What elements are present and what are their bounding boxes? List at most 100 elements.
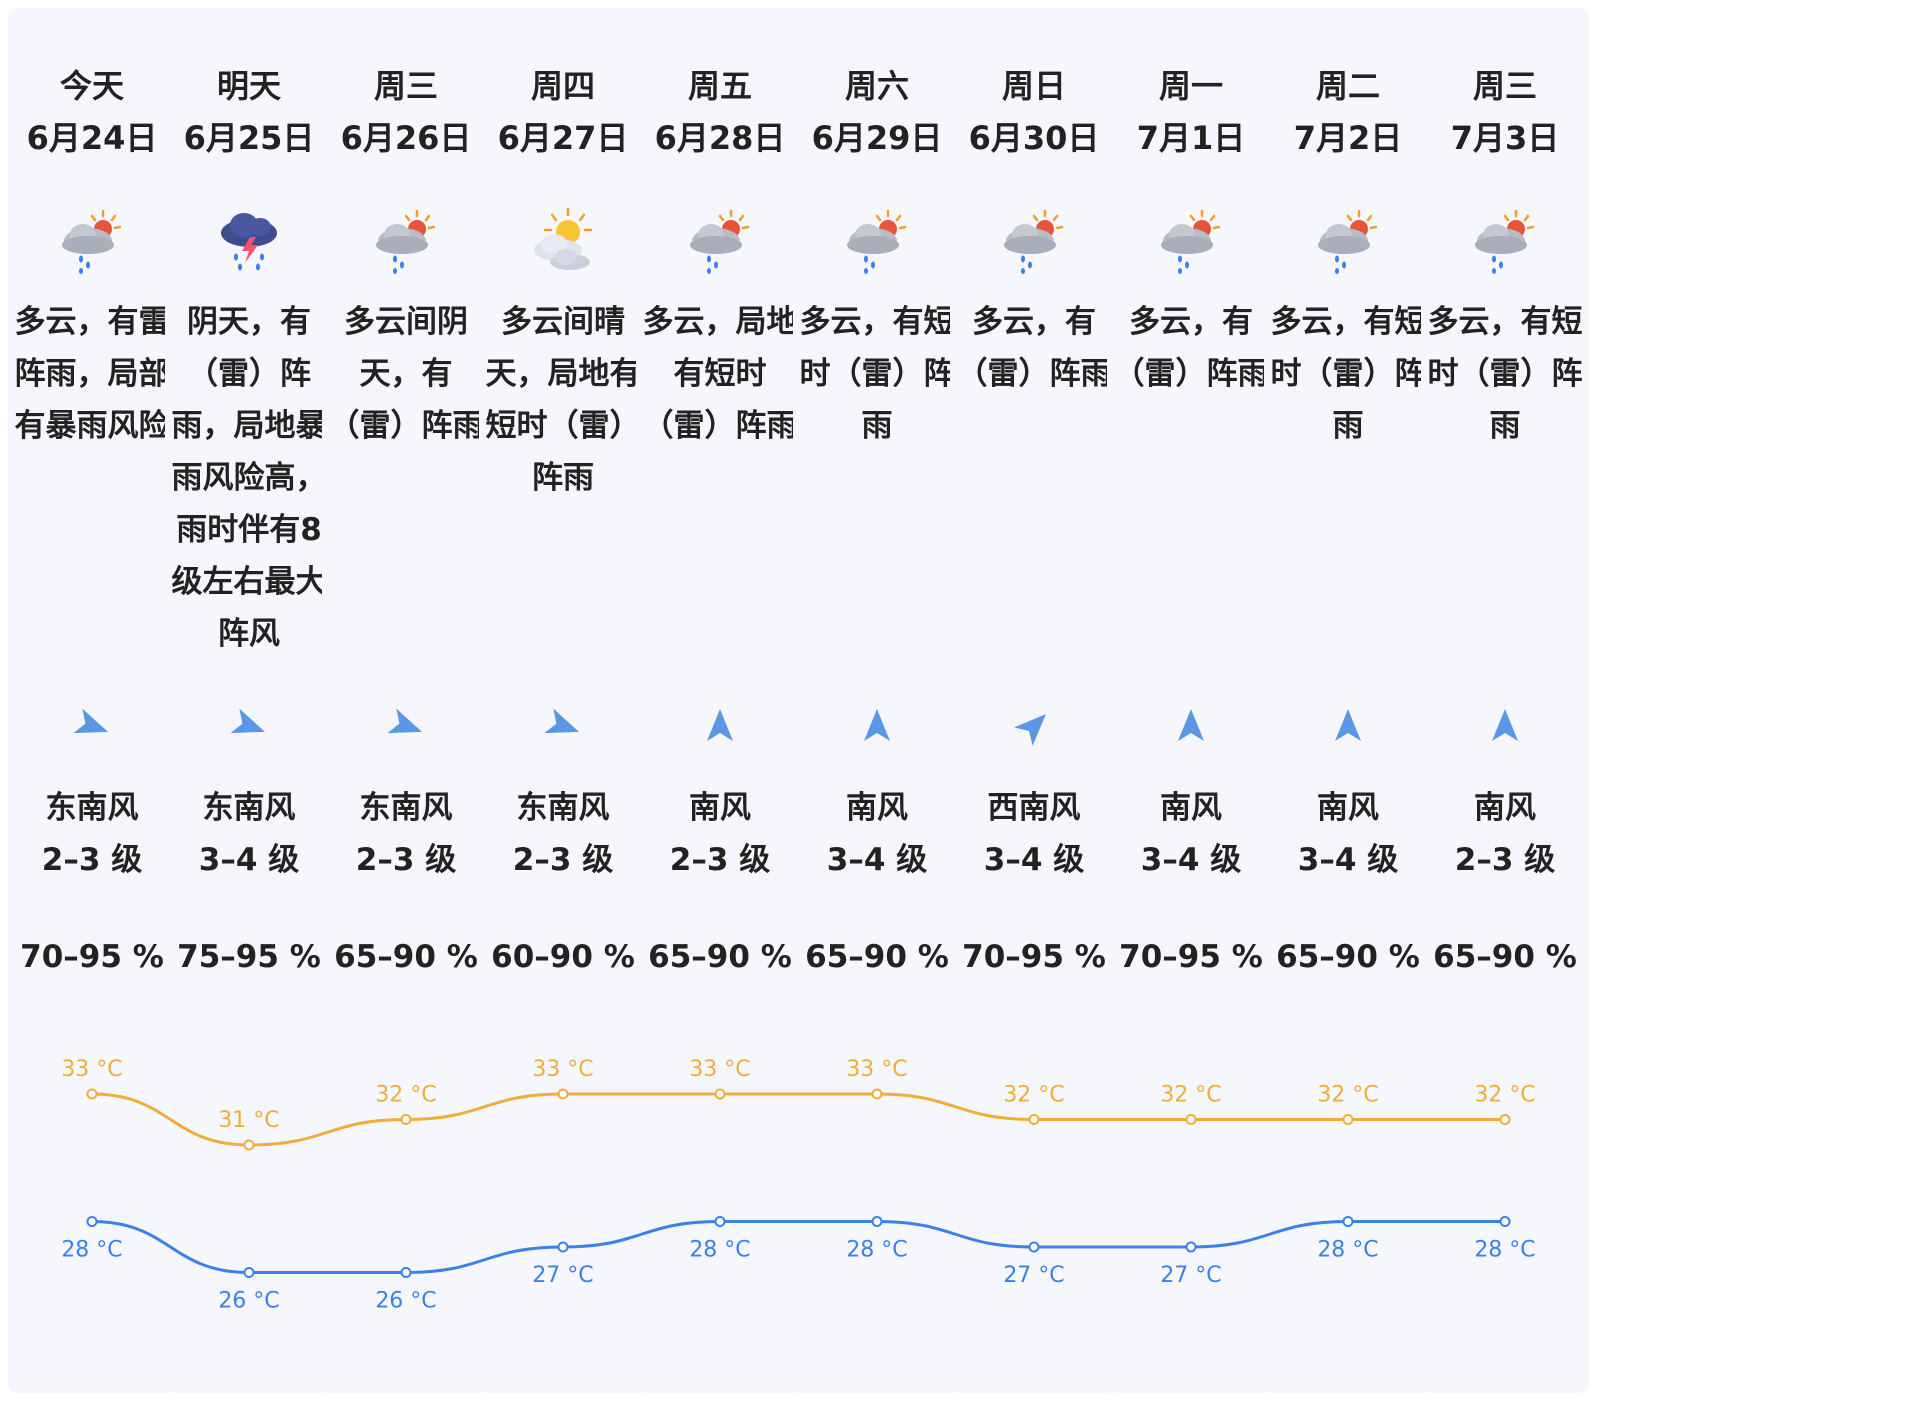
- humidity: 60–90 %: [491, 939, 635, 975]
- wind-level: 3–4 级: [1140, 842, 1242, 878]
- day-name: 周三: [373, 67, 438, 105]
- description-line: 多云，有短: [799, 304, 955, 340]
- description-line: 级左右最大: [171, 564, 327, 600]
- wind-direction-arrow-icon: [1328, 706, 1368, 746]
- weather-description: 多云，有短 时（雷）阵雨: [777, 296, 977, 452]
- description-line: 天，局地有: [485, 356, 641, 392]
- low-temperature-label: 28 °C: [61, 1238, 122, 1263]
- low-temperature-label: 28 °C: [1317, 1238, 1378, 1263]
- wind-direction-arrow-icon: [1485, 706, 1525, 746]
- high-temperature-point: [871, 1088, 883, 1100]
- high-temperature-label: 32 °C: [1003, 1083, 1064, 1108]
- high-temperature-point: [400, 1114, 412, 1125]
- high-temperature-label: 32 °C: [375, 1083, 436, 1108]
- wind-direction: 南风: [689, 790, 751, 826]
- day-date: 6月24日: [26, 119, 158, 157]
- wind-direction: 南风: [1317, 790, 1379, 826]
- low-temperature-label: 27 °C: [1160, 1263, 1221, 1288]
- day-date: 6月30日: [968, 119, 1100, 157]
- high-temperature-point: [714, 1088, 726, 1100]
- cloud-sun-rain-icon: [1470, 205, 1540, 275]
- wind-level: 3–4 级: [983, 842, 1085, 878]
- humidity: 75–95 %: [177, 939, 321, 975]
- day-column: 周三 6月26日 多云间阴 天，有 （雷）阵雨 东南风 2–3 级 65–90 %: [322, 8, 490, 1393]
- humidity: 65–90 %: [334, 939, 478, 975]
- description-line: 多云，局地: [642, 304, 798, 340]
- high-temperature-point: [1342, 1114, 1354, 1125]
- wind-level: 2–3 级: [41, 842, 143, 878]
- description-line: 阴天，有: [187, 304, 311, 340]
- humidity: 70–95 %: [962, 939, 1106, 975]
- sun-cloud-icon: [528, 205, 598, 275]
- description-line: 多云间晴: [501, 304, 625, 340]
- low-temperature-point: [714, 1216, 726, 1227]
- wind-direction-arrow-icon: [1171, 706, 1211, 746]
- wind-direction: 东南风: [359, 790, 453, 826]
- day-date: 7月3日: [1450, 119, 1560, 157]
- day-column: 周五 6月28日 多云，局地 有短时 （雷）阵雨 南风 2–3 级 65–90 %: [636, 8, 804, 1393]
- wind-level: 2–3 级: [355, 842, 457, 878]
- wind-direction: 南风: [1474, 790, 1536, 826]
- high-temperature-label: 31 °C: [218, 1108, 279, 1133]
- cloud-sun-rain-icon: [371, 205, 441, 275]
- day-column: 明天 6月25日 阴天，有 （雷）阵 雨，局地暴 雨风险高， 雨时伴有8 级左右最大 阵风 …: [165, 8, 333, 1393]
- day-column: 周四 6月27日 多云间晴 天，局地有 短时（雷） 阵雨 东南风 2–3 级 60–9…: [479, 8, 647, 1393]
- wind-level: 2–3 级: [1454, 842, 1556, 878]
- day-date: 6月27日: [497, 119, 629, 157]
- description-line: 雨: [1332, 408, 1364, 444]
- description-line: 时（雷）阵: [799, 356, 955, 392]
- day-name: 周一: [1158, 67, 1223, 105]
- high-temperature-point: [86, 1088, 98, 1100]
- high-temperature-label: 32 °C: [1317, 1083, 1378, 1108]
- high-temperature-point: [1185, 1114, 1197, 1125]
- day-column: 周一 7月1日 多云，有 （雷）阵雨 南风 3–4 级 70–95 %: [1107, 8, 1275, 1393]
- description-line: 短时（雷）: [485, 408, 641, 444]
- weather-description: 多云间晴 天，局地有 短时（雷） 阵雨: [463, 296, 663, 504]
- day-name: 周日: [1001, 67, 1066, 105]
- wind-level: 3–4 级: [1297, 842, 1399, 878]
- high-temperature-point: [557, 1088, 569, 1100]
- description-line: 多云，有雷: [14, 304, 170, 340]
- high-temperature-point: [1499, 1114, 1511, 1125]
- day-name: 周二: [1315, 67, 1380, 105]
- low-temperature-point: [1028, 1241, 1040, 1253]
- wind-direction-arrow-icon: [223, 700, 274, 751]
- description-line: 有短时: [673, 356, 767, 392]
- high-temperature-label: 32 °C: [1474, 1083, 1535, 1108]
- day-column: 周三 7月3日 多云，有短 时（雷）阵雨 南风 2–3 级 65–90 %: [1421, 8, 1589, 1393]
- day-column: 周六 6月29日 多云，有短 时（雷）阵雨 南风 3–4 级 65–90 %: [793, 8, 961, 1393]
- description-line: 雨: [1489, 408, 1521, 444]
- wind-direction: 西南风: [987, 790, 1081, 826]
- high-temperature-label: 33 °C: [689, 1057, 750, 1082]
- description-line: （雷）阵雨: [1113, 356, 1269, 392]
- description-line: 有暴雨风险: [14, 408, 170, 444]
- wind-direction: 东南风: [516, 790, 610, 826]
- description-line: 阵风: [218, 616, 280, 652]
- description-line: 多云间阴: [344, 304, 468, 340]
- wind-direction: 南风: [846, 790, 908, 826]
- wind-direction-arrow-icon: [380, 700, 431, 751]
- description-line: 时（雷）阵: [1270, 356, 1426, 392]
- wind-level: 2–3 级: [669, 842, 771, 878]
- day-name: 周五: [687, 67, 752, 105]
- weather-description: 多云，有短时（雷）阵雨: [1248, 296, 1448, 452]
- high-temperature-label: 32 °C: [1160, 1083, 1221, 1108]
- wind-direction: 南风: [1160, 790, 1222, 826]
- day-date: 6月26日: [340, 119, 472, 157]
- wind-level: 3–4 级: [826, 842, 928, 878]
- day-column: 周日 6月30日 多云，有 （雷）阵雨 西南风 3–4 级 70–95 %: [950, 8, 1118, 1393]
- low-temperature-point: [557, 1241, 569, 1253]
- low-temperature-label: 26 °C: [218, 1289, 279, 1314]
- day-date: 6月28日: [654, 119, 786, 157]
- day-name: 今天: [59, 67, 124, 105]
- description-line: 多云，有短: [1270, 304, 1426, 340]
- humidity: 65–90 %: [1433, 939, 1577, 975]
- low-temperature-point: [1499, 1216, 1511, 1227]
- wind-direction: 东南风: [202, 790, 296, 826]
- high-temperature-label: 33 °C: [532, 1057, 593, 1082]
- thunderstorm-icon: [214, 205, 284, 275]
- day-name: 周三: [1472, 67, 1537, 105]
- humidity: 65–90 %: [1276, 939, 1420, 975]
- description-line: （雷）阵雨: [328, 408, 484, 444]
